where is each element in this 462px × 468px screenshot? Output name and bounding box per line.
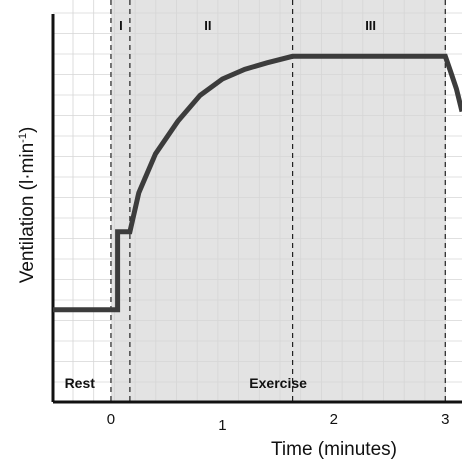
region-labels: Rest Exercise	[65, 375, 308, 391]
x-ticks: 0 1 2 3	[107, 411, 450, 434]
x-axis-title: Time (minutes)	[271, 439, 397, 460]
x-tick-label: 3	[441, 411, 449, 428]
x-tick-label: 1	[218, 417, 226, 434]
x-tick-label: 2	[330, 411, 338, 428]
exercise-shaded-region	[110, 0, 446, 402]
region-label-exercise: Exercise	[249, 375, 307, 391]
ventilation-series-line	[53, 53, 462, 313]
phase-label-3: III	[365, 18, 376, 33]
phase-boundary-lines	[110, 0, 446, 402]
phase-label-2: II	[204, 18, 211, 33]
region-label-rest: Rest	[65, 375, 96, 391]
y-axis-title-main: Ventilation (l·min	[17, 143, 38, 283]
x-tick-label: 0	[107, 411, 115, 428]
phase-label-1: I	[119, 18, 123, 33]
phase-labels: I II III	[119, 18, 376, 33]
y-axis-title: Ventilation (l·min-1)	[17, 127, 38, 284]
axes	[51, 14, 462, 404]
y-axis-title-close: )	[17, 127, 38, 133]
y-axis-title-superscript: -1	[17, 133, 29, 143]
